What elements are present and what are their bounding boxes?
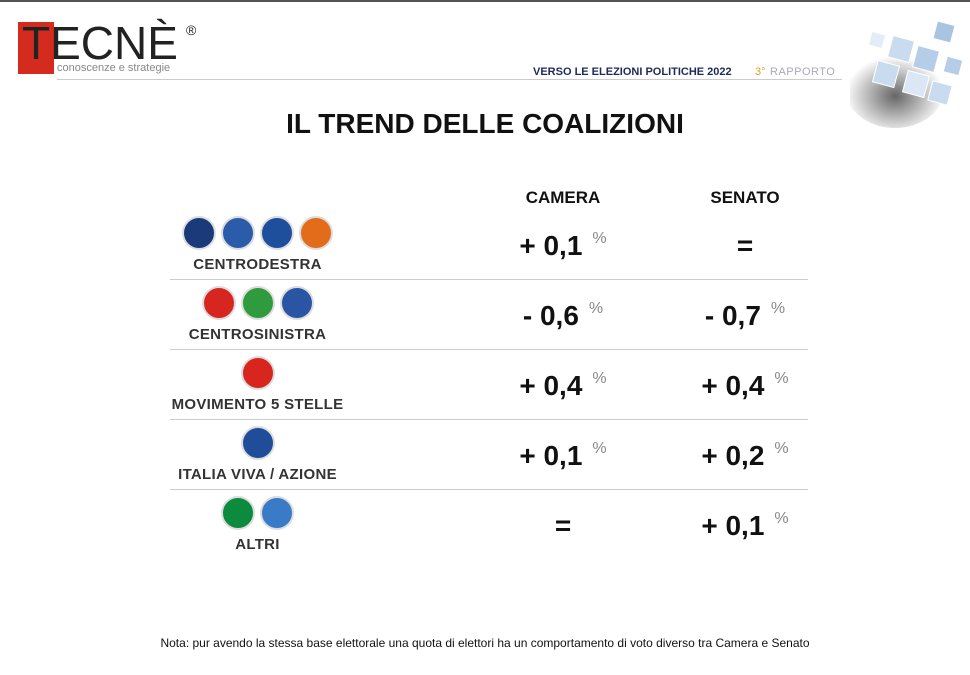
table-row: MOVIMENTO 5 STELLE + 0,4% + 0,4% <box>170 350 808 420</box>
party-logo <box>260 216 294 250</box>
row-separator <box>170 489 808 490</box>
trend-cell: = <box>670 230 820 262</box>
trend-value: = <box>736 230 754 261</box>
unit: % <box>592 230 607 247</box>
trend-cell: + 0,1% <box>488 440 638 472</box>
party-logos <box>170 496 345 530</box>
party-logo <box>260 496 294 530</box>
column-header: SENATO <box>710 188 780 207</box>
trend-cell: + 0,4% <box>670 370 820 402</box>
edition-label: RAPPORTO <box>770 66 836 78</box>
party-logos <box>170 286 345 320</box>
trend-cell: = <box>488 510 638 542</box>
party-logo <box>279 286 314 320</box>
title: IL TREND DELLE COALIZIONI <box>286 108 684 139</box>
logo-box <box>18 22 54 74</box>
party-logos <box>170 426 345 460</box>
tagline: conoscenze e strategie <box>57 62 171 74</box>
report-title: VERSO LE ELEZIONI POLITICHE 2022 <box>533 66 732 78</box>
trend-value: + 0,1 <box>519 230 583 261</box>
logo: TECNÈ <box>22 17 178 69</box>
trend-value: + 0,4 <box>519 370 583 401</box>
cube-graphic <box>850 20 964 128</box>
row-separator <box>170 279 808 280</box>
unit: % <box>770 300 786 317</box>
party-logo <box>240 286 275 320</box>
table-row: ITALIA VIVA / AZIONE + 0,1% + 0,2% <box>170 420 808 490</box>
party-logo <box>240 426 275 460</box>
unit: % <box>774 440 789 457</box>
unit: % <box>774 370 789 387</box>
table-row: CENTRODESTRA + 0,1% = <box>170 210 808 280</box>
party-logos <box>170 216 345 250</box>
party-logo <box>299 216 333 250</box>
coalition-name: ITALIA VIVA / AZIONE <box>178 466 337 483</box>
unit: % <box>592 440 607 457</box>
column-header: CAMERA <box>525 188 601 207</box>
trend-cell: - 0,7% <box>670 300 820 332</box>
edition-number: 3° <box>755 66 766 78</box>
top-bar <box>0 0 970 2</box>
registered-mark: ® <box>186 22 197 38</box>
trend-cell: + 0,2% <box>670 440 820 472</box>
trend-value: + 0,1 <box>701 510 765 541</box>
header-rule <box>57 79 842 80</box>
note: Nota: pur avendo la stessa base elettora… <box>160 636 810 650</box>
row-separator <box>170 419 808 420</box>
coalition-name: MOVIMENTO 5 STELLE <box>171 396 344 413</box>
coalition-name: CENTROSINISTRA <box>188 326 327 343</box>
trend-value: = <box>554 510 572 541</box>
table-row: CENTROSINISTRA - 0,6% - 0,7% <box>170 280 808 350</box>
trend-value: + 0,1 <box>519 440 583 471</box>
coalition-name: ALTRI <box>235 536 280 553</box>
trend-cell: + 0,4% <box>488 370 638 402</box>
party-logo <box>182 216 216 250</box>
trend-cell: + 0,1% <box>670 510 820 542</box>
party-logo <box>240 356 275 390</box>
row-separator <box>170 349 808 350</box>
trend-value: - 0,6 <box>522 300 579 331</box>
unit: % <box>774 510 789 527</box>
coalition-name: CENTRODESTRA <box>193 256 322 273</box>
party-logo <box>221 496 255 530</box>
unit: % <box>588 300 604 317</box>
party-logo <box>221 216 255 250</box>
trend-value: - 0,7 <box>704 300 761 331</box>
unit: % <box>592 370 607 387</box>
trend-cell: - 0,6% <box>488 300 638 332</box>
trend-value: + 0,2 <box>701 440 765 471</box>
party-logo <box>201 286 236 320</box>
trend-cell: + 0,1% <box>488 230 638 262</box>
trend-value: + 0,4 <box>701 370 765 401</box>
table-row: ALTRI = + 0,1% <box>170 490 808 560</box>
party-logos <box>170 356 345 390</box>
